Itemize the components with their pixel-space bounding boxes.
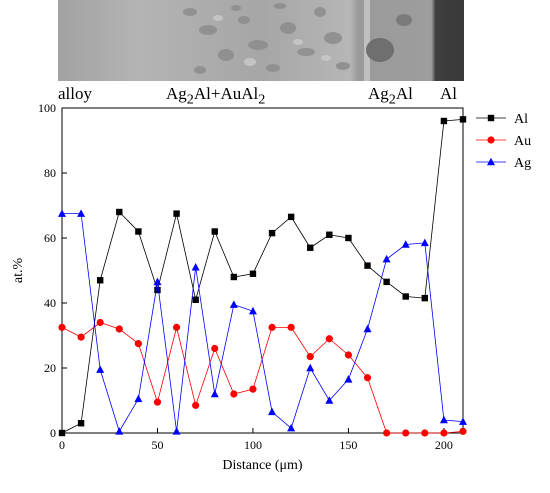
data-point-au — [192, 401, 200, 409]
legend-marker-au — [487, 136, 495, 144]
data-point-ag — [306, 363, 315, 372]
data-point-au — [115, 325, 123, 333]
chart-legend: Al Au Ag — [476, 112, 531, 171]
data-point-al — [173, 210, 180, 217]
data-point-au — [172, 323, 181, 331]
data-point-au — [96, 318, 104, 327]
data-point-au — [249, 385, 257, 393]
data-point-ag — [191, 263, 200, 271]
data-point-au — [440, 429, 448, 437]
data-point-al — [364, 262, 371, 269]
data-point-au — [58, 323, 66, 331]
data-point-al — [459, 116, 467, 123]
data-point-al — [211, 228, 218, 235]
series-line-ag — [62, 213, 464, 433]
data-point-al — [154, 286, 161, 294]
y-tick-label: 0 — [50, 426, 56, 440]
data-point-al — [268, 229, 276, 237]
data-point-ag — [229, 300, 238, 308]
data-point-al — [383, 278, 390, 286]
data-point-ag — [439, 415, 448, 424]
data-point-au — [77, 333, 85, 341]
data-point-au — [383, 429, 391, 437]
series-line-au — [61, 322, 464, 434]
data-point-ag — [153, 277, 162, 286]
region-label-alloy: alloy — [58, 84, 92, 103]
data-point-al — [440, 117, 448, 125]
data-point-al — [77, 420, 85, 427]
legend-marker-al — [487, 114, 495, 122]
data-point-al — [192, 296, 199, 303]
x-tick-label: 200 — [435, 438, 453, 452]
data-point-au — [325, 335, 333, 343]
data-point-au — [459, 427, 467, 435]
data-point-au — [268, 323, 276, 331]
y-tick-label: 40 — [44, 296, 56, 310]
data-point-ag — [382, 254, 391, 263]
data-point-al — [135, 228, 142, 235]
data-point-ag — [344, 375, 353, 383]
x-tick-label: 150 — [339, 438, 357, 452]
y-axis-label: at.% — [11, 258, 26, 284]
data-point-al — [58, 429, 66, 437]
data-point-au — [211, 344, 219, 353]
data-point-ag — [420, 238, 429, 247]
data-point-au — [153, 398, 162, 406]
region-label-ag2al-auai2: Ag2Al+AuAl2 — [166, 84, 266, 108]
data-point-al — [287, 213, 295, 221]
data-point-al — [421, 294, 429, 302]
data-point-al — [96, 277, 104, 284]
data-point-ag — [287, 423, 296, 432]
data-point-au — [306, 353, 314, 361]
data-point-al — [402, 293, 409, 300]
data-point-ag — [134, 394, 143, 403]
y-tick-label: 20 — [44, 361, 56, 375]
composition-chart: 0 50 100 150 200 0 20 40 60 80 100 Distance (μm) at.… — [11, 101, 531, 473]
region-label-al: Al — [440, 84, 457, 103]
data-point-ag — [77, 209, 86, 217]
data-point-ag — [459, 417, 467, 425]
data-point-au — [421, 429, 429, 437]
data-point-au — [134, 340, 142, 348]
legend-label-ag: Ag — [514, 156, 531, 171]
data-point-ag — [401, 240, 410, 248]
data-point-ag — [248, 306, 257, 315]
data-point-au — [402, 429, 410, 437]
data-point-ag — [115, 427, 124, 435]
data-point-al — [307, 244, 314, 251]
data-point-au — [230, 390, 238, 398]
data-point-ag — [210, 389, 219, 398]
x-tick-label: 100 — [244, 438, 262, 452]
data-point-au — [287, 323, 295, 331]
legend-label-al: Al — [514, 112, 528, 127]
data-point-al — [326, 231, 333, 238]
data-point-ag — [363, 324, 372, 333]
data-point-al — [116, 208, 123, 216]
sem-micrograph — [58, 0, 464, 81]
data-point-au — [363, 374, 372, 382]
region-label-ag2al: Ag2Al — [368, 84, 413, 108]
plot-frame — [61, 107, 464, 434]
data-point-ag — [58, 209, 66, 217]
x-tick-label: 50 — [151, 438, 163, 452]
data-point-ag — [325, 396, 334, 404]
data-point-ag — [172, 427, 181, 435]
data-point-al — [345, 234, 352, 242]
y-tick-label: 60 — [44, 231, 56, 245]
y-tick-label: 80 — [44, 166, 56, 180]
series-line-al — [61, 118, 464, 434]
x-tick-label: 0 — [59, 438, 65, 452]
data-point-ag — [96, 365, 105, 373]
data-point-al — [230, 273, 238, 281]
data-point-au — [344, 351, 353, 359]
legend-label-au: Au — [514, 134, 531, 149]
legend-marker-ag — [487, 157, 495, 166]
y-tick-label: 100 — [38, 101, 56, 115]
data-point-al — [249, 270, 257, 277]
data-point-ag — [268, 407, 277, 416]
x-axis-label: Distance (μm) — [222, 458, 303, 473]
